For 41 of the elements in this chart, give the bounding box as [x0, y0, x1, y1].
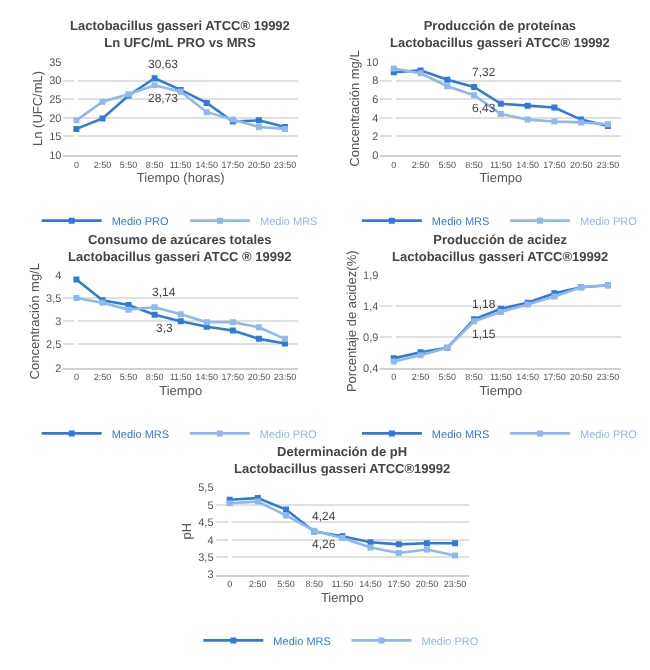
point: [125, 306, 132, 313]
point: [452, 552, 459, 559]
point: [367, 544, 374, 551]
point: [151, 82, 158, 89]
point: [444, 76, 451, 83]
point: [177, 311, 184, 318]
point: [423, 540, 430, 547]
point: [551, 104, 558, 111]
point: [99, 115, 106, 122]
point: [444, 83, 451, 90]
point: [73, 295, 80, 302]
point: [524, 102, 531, 109]
point: [395, 550, 402, 557]
point: [255, 124, 262, 131]
point: [255, 117, 262, 124]
point: [73, 117, 80, 124]
point: [177, 318, 184, 325]
point: [151, 311, 158, 318]
line-series: [73, 276, 288, 347]
point: [395, 541, 402, 548]
point: [203, 109, 210, 116]
point: [73, 125, 80, 132]
point: [471, 83, 478, 90]
point: [73, 276, 80, 283]
point: [255, 324, 262, 331]
point: [423, 546, 430, 553]
point: [452, 540, 459, 547]
point: [151, 75, 158, 82]
point: [471, 92, 478, 99]
point: [99, 98, 106, 105]
point: [497, 111, 504, 118]
point: [203, 99, 210, 106]
point: [229, 327, 236, 334]
point: [497, 100, 504, 107]
point: [551, 118, 558, 125]
point: [229, 319, 236, 326]
point: [255, 335, 262, 342]
point: [283, 512, 289, 519]
point: [524, 116, 531, 123]
point: [281, 335, 288, 342]
point: [151, 304, 158, 311]
